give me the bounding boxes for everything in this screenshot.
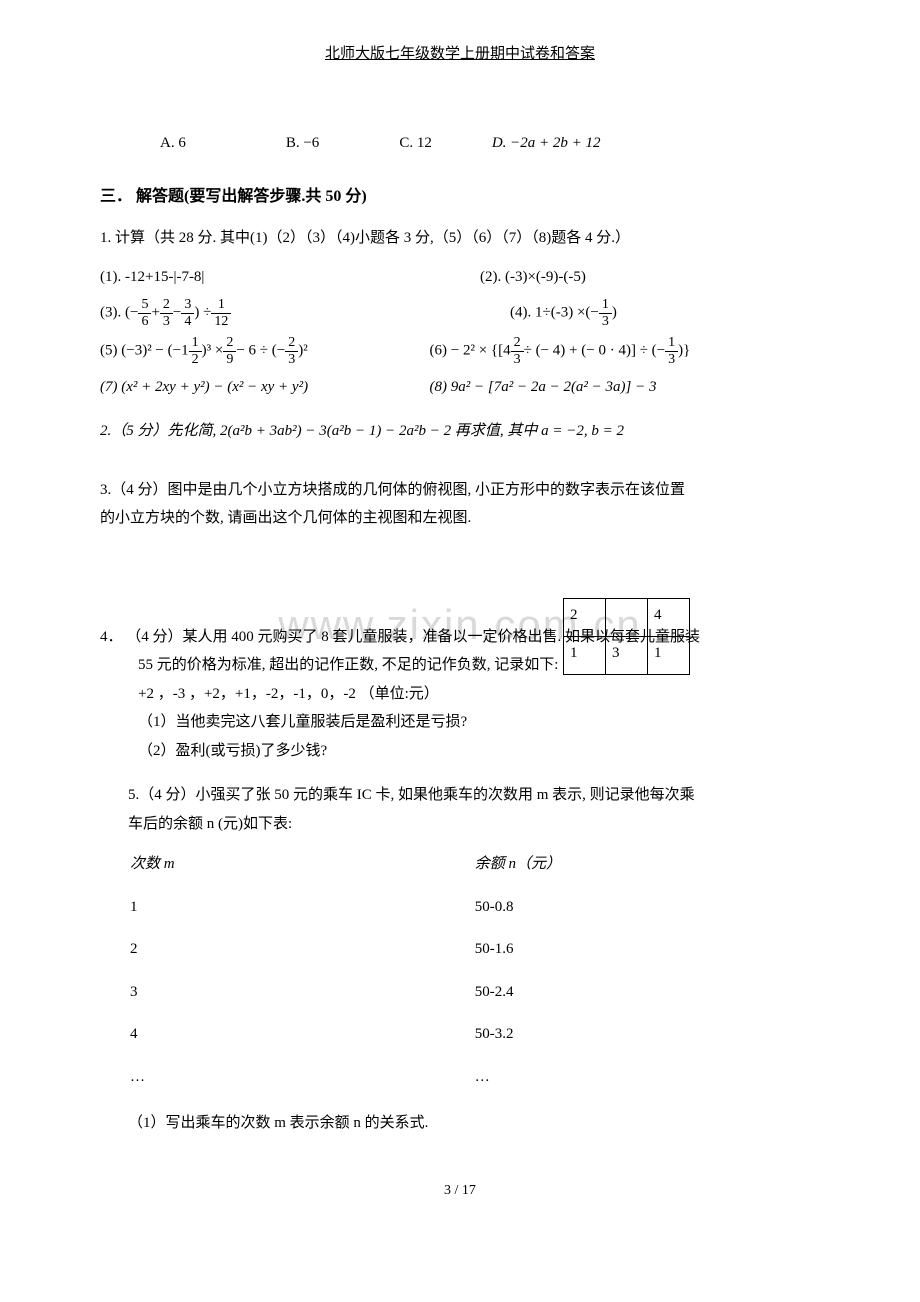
problem-1-row-2: (3). (−56+23−34) ÷112 (4). 1÷(-3) ×(−13) xyxy=(100,297,820,329)
cell-n-0: 50-0.8 xyxy=(475,887,846,928)
table-header-row: 次数 m 余额 n（元） xyxy=(130,844,846,885)
frac-2-3b: 23 xyxy=(285,335,298,367)
problem-1-intro: 1. 计算（共 28 分. 其中(1)（2）（3）（4)小题各 3 分,（5）（… xyxy=(100,224,820,253)
p1-3-mid3: ) ÷ xyxy=(194,305,211,321)
p1-6-a: (6) − 2² × {[4 xyxy=(430,343,511,359)
cell-n-2: 50-2.4 xyxy=(475,972,846,1013)
problem-1-3: (3). (−56+23−34) ÷112 xyxy=(100,297,410,329)
option-b: B. −6 xyxy=(286,129,319,158)
cell-n-3: 50-3.2 xyxy=(475,1014,846,1055)
cell-m-0: 1 xyxy=(130,887,473,928)
problem-4-line2: 55 元的价格为标准, 超出的记作正数, 不足的记作负数, 记录如下: xyxy=(138,651,820,680)
problem-3-line1: 3.（4 分）图中是由几个小立方块搭成的几何体的俯视图, 小正方形中的数字表示在… xyxy=(100,476,820,505)
frac-2-9: 29 xyxy=(223,335,236,367)
frac-2-3: 23 xyxy=(160,297,173,329)
cube-top-view-grid: 2 4 1 3 1 xyxy=(563,598,690,675)
mc-options-row: A. 6 B. −6 C. 12 D. −2a + 2b + 12 xyxy=(160,129,820,158)
frac-2-3c: 23 xyxy=(511,335,524,367)
p1-4-suffix: ) xyxy=(612,305,617,321)
problem-1-5: (5) (−3)² − (−112)³ ×29− 6 ÷ (−23)² xyxy=(100,335,420,367)
cube-cell-r2c1: 1 xyxy=(564,637,606,675)
cube-cell-r1c1: 2 xyxy=(564,599,606,637)
problem-1-1: (1). -12+15-|-7-8| xyxy=(100,263,440,292)
problem-1-row-4: (7) (x² + 2xy + y²) − (x² − xy + y²) (8)… xyxy=(100,373,820,402)
cube-cell-r2c3: 1 xyxy=(648,637,690,675)
problem-2: 2.（5 分）先化简, 2(a²b + 3ab²) − 3(a²b − 1) −… xyxy=(100,417,820,446)
p1-3-mid1: + xyxy=(151,305,159,321)
option-a: A. 6 xyxy=(160,129,186,158)
frac-1-3-a: 13 xyxy=(599,297,612,329)
problem-4-line1: 4． （4 分）某人用 400 元购买了 8 套儿童服装，准备以一定价格出售. … xyxy=(100,623,820,652)
problem-1-7: (7) (x² + 2xy + y²) − (x² − xy + y²) xyxy=(100,373,420,402)
table-header-n: 余额 n（元） xyxy=(475,844,846,885)
problem-1-4: (4). 1÷(-3) ×(−13) xyxy=(410,297,820,329)
p1-3-mid2: − xyxy=(173,305,181,321)
problem-1-row-3: (5) (−3)² − (−112)³ ×29− 6 ÷ (−23)² (6) … xyxy=(100,335,820,367)
problem-1-6: (6) − 2² × {[423÷ (− 4) + (− 0 · 4)] ÷ (… xyxy=(420,335,821,367)
option-c: C. 12 xyxy=(399,129,432,158)
frac-3-4: 34 xyxy=(181,297,194,329)
table-row: 1 50-0.8 xyxy=(130,887,846,928)
problem-5-line2: 车后的余额 n (元)如下表: xyxy=(128,810,820,839)
ic-card-table: 次数 m 余额 n（元） 1 50-0.8 2 50-1.6 3 50-2.4 … xyxy=(128,842,848,1099)
frac-1-2: 12 xyxy=(189,335,202,367)
problem-5: 5.（4 分）小强买了张 50 元的乘车 IC 卡, 如果他乘车的次数用 m 表… xyxy=(100,781,820,1138)
problem-5-q1: （1）写出乘车的次数 m 表示余额 n 的关系式. xyxy=(128,1109,820,1138)
p1-5-b: )³ × xyxy=(202,343,224,359)
p1-5-a: (5) (−3)² − (−1 xyxy=(100,343,189,359)
cell-n-4: … xyxy=(475,1057,846,1098)
cell-m-3: 4 xyxy=(130,1014,473,1055)
p1-6-c: )} xyxy=(678,343,690,359)
cell-m-2: 3 xyxy=(130,972,473,1013)
page-footer: 3 / 17 xyxy=(100,1178,820,1205)
cube-row-2: 1 3 1 xyxy=(564,637,690,675)
p1-5-d: )² xyxy=(298,343,308,359)
page-content: 北师大版七年级数学上册期中试卷和答案 A. 6 B. −6 C. 12 D. −… xyxy=(100,40,820,1205)
p1-5-c: − 6 ÷ (− xyxy=(236,343,285,359)
cell-n-1: 50-1.6 xyxy=(475,929,846,970)
problem-1-8: (8) 9a² − [7a² − 2a − 2(a² − 3a)] − 3 xyxy=(420,373,821,402)
problem-4-q2: （2）盈利(或亏损)了多少钱? xyxy=(138,737,820,766)
cell-m-1: 2 xyxy=(130,929,473,970)
frac-1-3b: 13 xyxy=(665,335,678,367)
problem-4-q1: （1）当他卖完这八套儿童服装后是盈利还是亏损? xyxy=(138,708,820,737)
problem-1-row-1: (1). -12+15-|-7-8| (2). (-3)×(-9)-(-5) xyxy=(100,263,820,292)
table-row: 4 50-3.2 xyxy=(130,1014,846,1055)
p1-4-prefix: (4). 1÷(-3) ×(− xyxy=(510,305,599,321)
frac-5-6: 56 xyxy=(138,297,151,329)
problem-4: 4． （4 分）某人用 400 元购买了 8 套儿童服装，准备以一定价格出售. … xyxy=(100,623,820,766)
page-header-title: 北师大版七年级数学上册期中试卷和答案 xyxy=(100,40,820,69)
cell-m-4: … xyxy=(130,1057,473,1098)
p1-3-prefix: (3). (− xyxy=(100,305,138,321)
frac-1-12: 112 xyxy=(211,297,231,329)
cube-cell-r1c3: 4 xyxy=(648,599,690,637)
option-d: D. −2a + 2b + 12 xyxy=(492,129,601,158)
problem-2-text: 2.（5 分）先化简, 2(a²b + 3ab²) − 3(a²b − 1) −… xyxy=(100,423,624,439)
problem-3-line2: 的小立方块的个数, 请画出这个几何体的主视图和左视图. xyxy=(100,504,820,533)
problem-4-line3: +2 ，-3 ，+2，+1，-2，-1，0，-2 （单位:元） xyxy=(138,680,820,709)
cube-cell-r2c2: 3 xyxy=(606,637,648,675)
cube-cell-r1c2 xyxy=(606,599,648,637)
section-3-title: 三． 解答题(要写出解答步骤.共 50 分) xyxy=(100,182,820,212)
p1-6-b: ÷ (− 4) + (− 0 · 4)] ÷ (− xyxy=(524,343,666,359)
problem-1-2: (2). (-3)×(-9)-(-5) xyxy=(440,263,820,292)
table-header-m: 次数 m xyxy=(130,844,473,885)
table-row: 3 50-2.4 xyxy=(130,972,846,1013)
table-row: 2 50-1.6 xyxy=(130,929,846,970)
cube-row-1: 2 4 xyxy=(564,599,690,637)
problem-5-line1: 5.（4 分）小强买了张 50 元的乘车 IC 卡, 如果他乘车的次数用 m 表… xyxy=(128,781,820,810)
problem-3: 3.（4 分）图中是由几个小立方块搭成的几何体的俯视图, 小正方形中的数字表示在… xyxy=(100,476,820,533)
table-row: … … xyxy=(130,1057,846,1098)
